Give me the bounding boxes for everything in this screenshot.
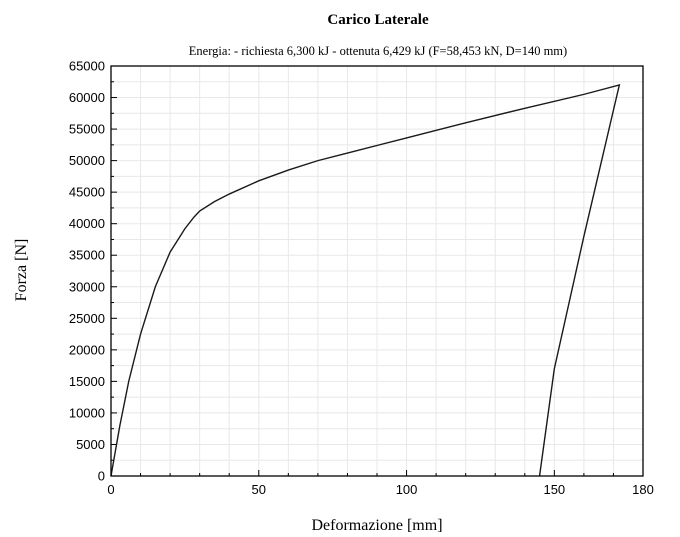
y-tick-label: 35000 — [69, 248, 105, 263]
y-tick-label: 0 — [98, 469, 105, 484]
series-line-0 — [110, 83, 621, 477]
x-tick-label: 0 — [107, 482, 114, 497]
x-tick-label: 100 — [396, 482, 418, 497]
y-tick-label: 45000 — [69, 185, 105, 200]
series-layer — [110, 83, 621, 477]
y-tick-label: 20000 — [69, 342, 105, 357]
y-tick-label: 60000 — [69, 90, 105, 105]
tick-labels: 0 50 100 150 180 0 5000 10000 15000 20000 25000 300… — [69, 59, 654, 498]
y-axis-label: Forza [N] — [13, 239, 30, 302]
x-tick-label: 180 — [632, 482, 654, 497]
y-tick-label: 10000 — [69, 405, 105, 420]
x-tick-label: 50 — [252, 482, 266, 497]
y-tick-label: 30000 — [69, 279, 105, 294]
chart-subtitle: Energia: - richiesta 6,300 kJ - ottenuta… — [189, 44, 567, 58]
y-tick-label: 40000 — [69, 216, 105, 231]
y-tick-label: 55000 — [69, 122, 105, 137]
y-tick-label: 5000 — [76, 437, 105, 452]
x-axis-label: Deformazione [mm] — [311, 517, 442, 534]
y-tick-label: 50000 — [69, 153, 105, 168]
y-tick-label: 65000 — [69, 59, 105, 74]
grid — [111, 66, 643, 476]
y-tick-label: 15000 — [69, 374, 105, 389]
chart-title: Carico Laterale — [327, 12, 429, 28]
x-tick-label: 150 — [543, 482, 565, 497]
y-tick-label: 25000 — [69, 311, 105, 326]
plot-frame — [110, 65, 644, 477]
